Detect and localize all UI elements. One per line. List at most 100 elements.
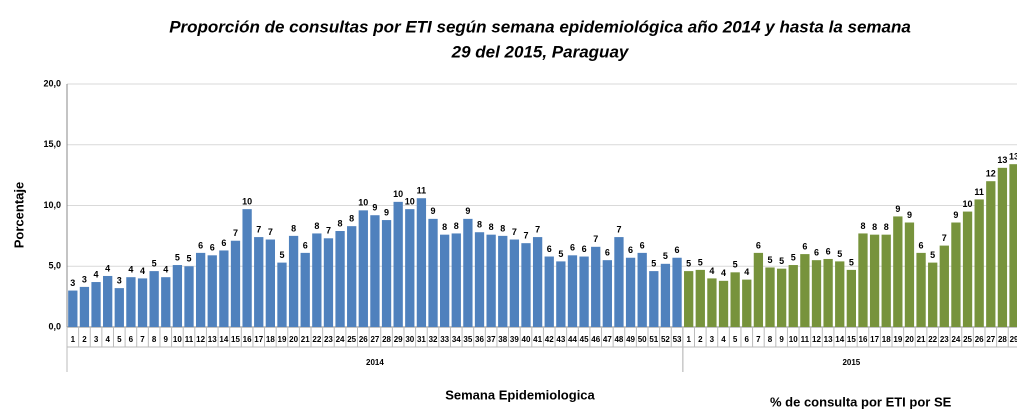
- data-label: 11: [417, 186, 427, 196]
- bar: [997, 167, 1008, 327]
- data-label: 5: [930, 250, 935, 260]
- bar: [579, 256, 589, 327]
- bar: [928, 262, 938, 327]
- bar: [254, 237, 264, 327]
- bar: [800, 254, 810, 327]
- data-label: 6: [826, 246, 831, 256]
- x-tick-label: 31: [417, 335, 426, 344]
- bar: [195, 252, 206, 327]
- data-label: 8: [349, 214, 354, 224]
- data-label: 4: [105, 263, 110, 273]
- bar: [370, 215, 380, 327]
- x-tick-label: 29: [1010, 335, 1017, 344]
- x-tick-label: 38: [498, 335, 507, 344]
- bar: [312, 233, 322, 327]
- data-label: 9: [372, 203, 377, 213]
- x-tick-label: 42: [545, 335, 554, 344]
- bar: [649, 271, 659, 327]
- bar: [451, 233, 461, 327]
- chart-title: Proporción de consultas por ETI según se…: [169, 17, 911, 36]
- data-label: 8: [489, 222, 494, 232]
- bar: [219, 250, 229, 327]
- bar: [939, 245, 949, 327]
- data-label: 10: [393, 189, 403, 199]
- x-tick-label: 5: [733, 335, 738, 344]
- bar: [742, 279, 752, 327]
- bar: [602, 260, 612, 327]
- bar: [242, 209, 252, 327]
- data-label: 4: [140, 266, 145, 276]
- data-label: 10: [242, 197, 252, 207]
- bar: [103, 275, 113, 327]
- data-label: 9: [907, 210, 912, 220]
- x-tick-label: 52: [661, 335, 670, 344]
- bar: [858, 233, 868, 327]
- bar: [707, 278, 717, 327]
- data-label: 8: [477, 220, 482, 230]
- bar: [556, 261, 566, 327]
- x-tick-label: 51: [649, 335, 658, 344]
- data-label: 8: [884, 222, 889, 232]
- data-label: 7: [326, 226, 331, 236]
- bar: [625, 257, 636, 327]
- data-label: 6: [640, 240, 645, 250]
- data-label: 3: [82, 274, 87, 284]
- x-tick-label: 36: [475, 335, 484, 344]
- data-label: 6: [628, 245, 633, 255]
- x-tick-label: 8: [768, 335, 773, 344]
- x-tick-label: 13: [824, 335, 833, 344]
- bar: [161, 277, 171, 327]
- x-tick-label: 18: [882, 335, 891, 344]
- data-label: 6: [582, 244, 587, 254]
- data-label: 5: [152, 258, 157, 268]
- bar: [172, 265, 183, 327]
- bar: [869, 234, 880, 327]
- x-tick-label: 19: [278, 335, 287, 344]
- x-tick-label: 50: [638, 335, 647, 344]
- data-label: 8: [872, 222, 877, 232]
- x-tick-label: 17: [254, 335, 263, 344]
- bar: [126, 277, 136, 327]
- data-label: 7: [268, 227, 273, 237]
- data-label: 6: [210, 243, 215, 253]
- data-label: 6: [802, 241, 807, 251]
- bar: [532, 237, 543, 327]
- x-tick-label: 21: [301, 335, 310, 344]
- data-label: 7: [523, 231, 528, 241]
- data-label: 5: [279, 250, 284, 260]
- x-tick-label: 10: [173, 335, 182, 344]
- x-tick-label: 34: [452, 335, 461, 344]
- data-label: 5: [849, 257, 854, 267]
- x-tick-label: 28: [382, 335, 391, 344]
- x-tick-label: 6: [745, 335, 750, 344]
- x-tick-label: 3: [94, 335, 99, 344]
- data-label: 4: [744, 267, 749, 277]
- x-tick-label: 39: [510, 335, 519, 344]
- y-tick-label: 5,0: [48, 261, 61, 271]
- x-tick-label: 15: [231, 335, 240, 344]
- x-tick-label: 44: [568, 335, 577, 344]
- bar: [591, 246, 601, 327]
- data-label: 13: [1009, 152, 1017, 162]
- x-tick-label: 22: [312, 335, 321, 344]
- bar: [962, 211, 973, 327]
- data-label: 5: [686, 258, 691, 268]
- data-label: 4: [94, 269, 99, 279]
- x-tick-label: 12: [812, 335, 821, 344]
- bar: [788, 265, 798, 327]
- bar: [405, 209, 415, 327]
- data-label: 8: [454, 221, 459, 231]
- x-tick-label: 7: [756, 335, 761, 344]
- x-tick-label: 29: [394, 335, 403, 344]
- y-tick-label: 10,0: [43, 200, 61, 210]
- data-label: 4: [721, 268, 726, 278]
- x-tick-label: 49: [626, 335, 635, 344]
- bar: [335, 231, 345, 327]
- data-label: 6: [675, 245, 680, 255]
- y-tick-label: 20,0: [43, 78, 61, 88]
- bar: [474, 232, 485, 327]
- x-axis-label: Semana Epidemiologica: [445, 387, 595, 402]
- note: % de consulta por ETI por SE: [770, 394, 952, 409]
- group-label: 2014: [366, 358, 384, 367]
- x-tick-label: 14: [219, 335, 228, 344]
